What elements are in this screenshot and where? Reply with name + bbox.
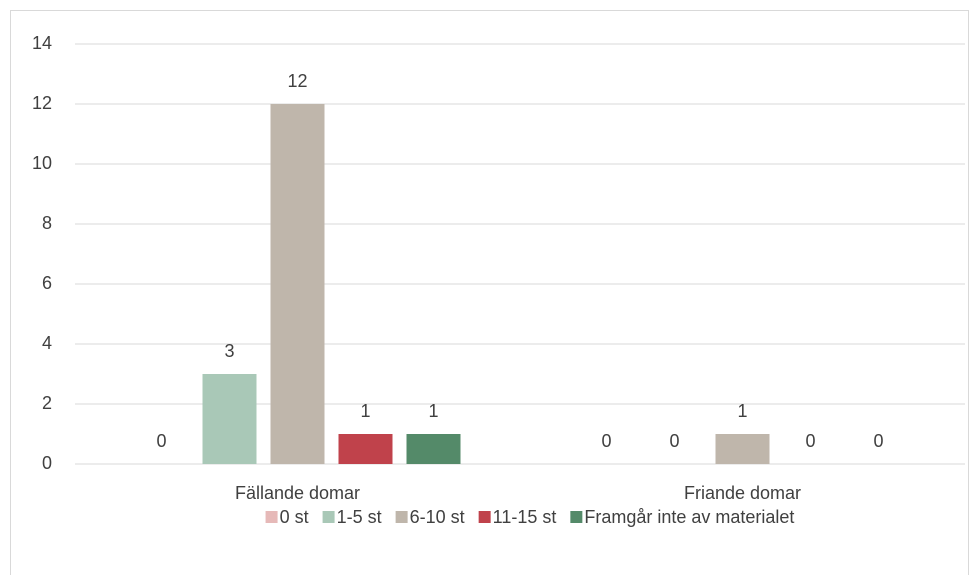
y-tick-label: 12	[32, 93, 52, 113]
data-label: 0	[156, 431, 166, 451]
data-label: 0	[601, 431, 611, 451]
y-tick-label: 0	[42, 453, 52, 473]
data-label: 12	[287, 71, 307, 91]
y-tick-label: 10	[32, 153, 52, 173]
legend-swatch	[478, 511, 491, 523]
bar	[406, 434, 461, 464]
x-tick-label: Friande domar	[684, 483, 801, 503]
bar	[270, 104, 325, 464]
x-tick-label: Fällande domar	[235, 483, 360, 503]
legend-label: 11-15 st	[493, 507, 557, 527]
data-label: 0	[805, 431, 815, 451]
legend-swatch	[570, 511, 583, 523]
y-tick-label: 8	[42, 213, 52, 233]
data-label: 0	[669, 431, 679, 451]
legend-label: 1-5 st	[337, 507, 382, 527]
legend-label: 0 st	[280, 507, 309, 527]
data-label: 1	[737, 401, 747, 421]
bar	[202, 374, 257, 464]
bar	[715, 434, 770, 464]
legend-swatch	[322, 511, 335, 523]
data-label: 1	[360, 401, 370, 421]
data-label: 3	[224, 341, 234, 361]
legend-swatch	[265, 511, 278, 523]
chart-border	[10, 10, 969, 575]
y-tick-label: 14	[32, 33, 52, 53]
legend-label: Framgår inte av materialet	[584, 507, 794, 527]
y-tick-label: 4	[42, 333, 52, 353]
legend-label: 6-10 st	[410, 507, 465, 527]
bar	[338, 434, 393, 464]
legend-swatch	[395, 511, 408, 523]
data-label: 0	[873, 431, 883, 451]
data-label: 1	[428, 401, 438, 421]
y-tick-label: 6	[42, 273, 52, 293]
y-tick-label: 2	[42, 393, 52, 413]
